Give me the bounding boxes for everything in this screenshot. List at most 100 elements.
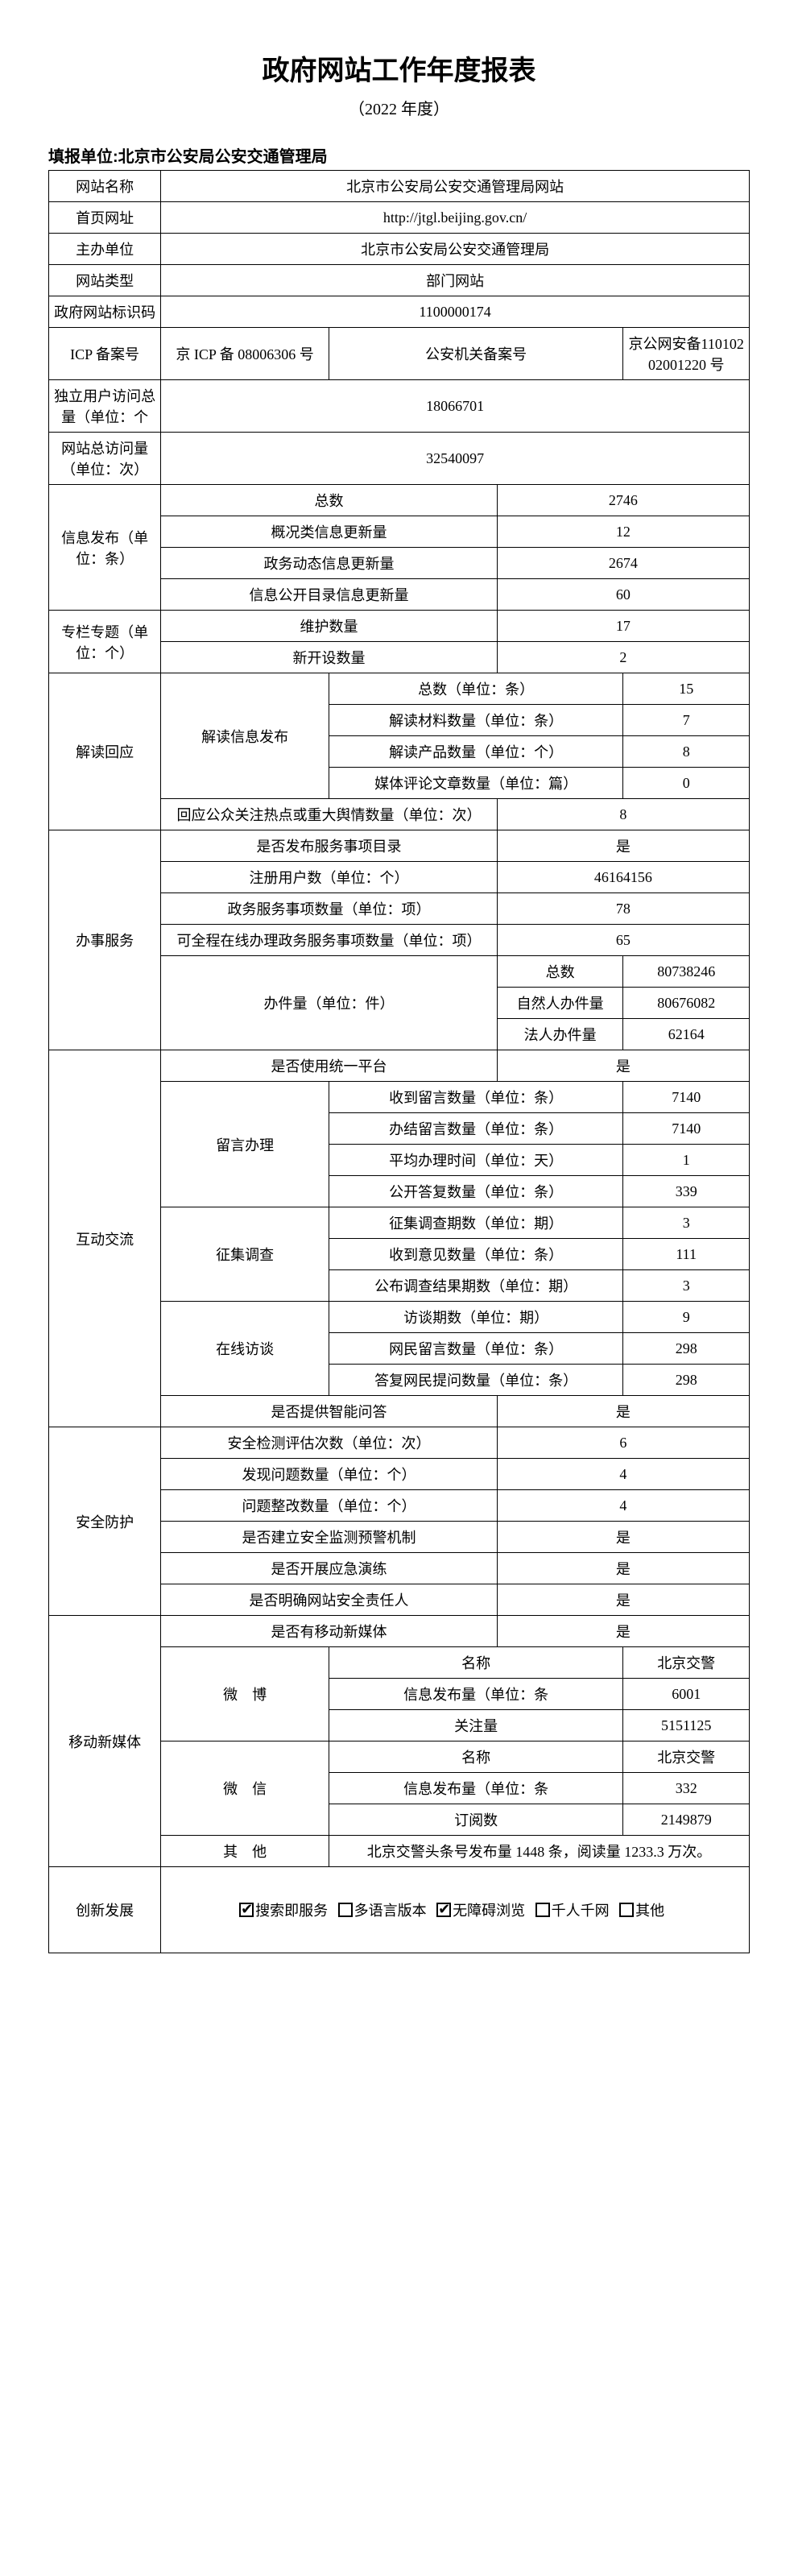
- label-service: 办事服务: [49, 830, 161, 1050]
- label-sec-fix: 问题整改数量（单位：个）: [161, 1490, 498, 1522]
- value-other: 北京交警头条号发布量 1448 条，阅读量 1233.3 万次。: [329, 1836, 749, 1867]
- table-row: 互动交流 是否使用统一平台 是: [49, 1050, 750, 1082]
- value-site-type: 部门网站: [161, 265, 750, 296]
- value-sec-monitor: 是: [497, 1522, 749, 1553]
- table-row: 创新发展 搜索即服务 多语言版本 无障碍浏览 千人千网 其他: [49, 1867, 750, 1953]
- label-home-url: 首页网址: [49, 202, 161, 234]
- label-msg-avg: 平均办理时间（单位：天）: [329, 1145, 622, 1176]
- label-service-users: 注册用户数（单位：个）: [161, 862, 498, 893]
- label-smart-qa: 是否提供智能问答: [161, 1396, 498, 1427]
- label-interpret-product: 解读产品数量（单位：个）: [329, 736, 622, 768]
- label-wechat-name: 名称: [329, 1741, 622, 1773]
- label-interact: 互动交流: [49, 1050, 161, 1427]
- value-service-cases-natural: 80676082: [623, 988, 750, 1019]
- value-wechat-pub: 332: [623, 1773, 750, 1804]
- opt-multi: 多语言版本: [354, 1903, 427, 1919]
- table-row: 政府网站标识码 1100000174: [49, 296, 750, 328]
- label-weibo-follow: 关注量: [329, 1710, 622, 1741]
- value-msg-avg: 1: [623, 1145, 750, 1176]
- report-table: 网站名称 北京市公安局公安交通管理局网站 首页网址 http://jtgl.be…: [48, 170, 750, 1953]
- label-column-maintain: 维护数量: [161, 611, 498, 642]
- value-msg-done: 7140: [623, 1113, 750, 1145]
- label-survey: 征集调查: [161, 1207, 329, 1302]
- label-security: 安全防护: [49, 1427, 161, 1616]
- label-survey-cnt: 征集调查期数（单位：期）: [329, 1207, 622, 1239]
- label-weibo-name: 名称: [329, 1647, 622, 1679]
- label-service-catalog: 是否发布服务事项目录: [161, 830, 498, 862]
- label-interact-platform: 是否使用统一平台: [161, 1050, 498, 1082]
- value-info-catalog: 60: [497, 579, 749, 611]
- table-row: 首页网址 http://jtgl.beijing.gov.cn/: [49, 202, 750, 234]
- label-wechat-sub: 订阅数: [329, 1804, 622, 1836]
- value-interview-reply: 298: [623, 1365, 750, 1396]
- label-sec-person: 是否明确网站安全责任人: [161, 1584, 498, 1616]
- label-mobile-has: 是否有移动新媒体: [161, 1616, 498, 1647]
- value-service-cases-total: 80738246: [623, 956, 750, 988]
- label-icp: ICP 备案号: [49, 328, 161, 380]
- label-sec-issue: 发现问题数量（单位：个）: [161, 1459, 498, 1490]
- table-row: 独立用户访问总量（单位：个 18066701: [49, 380, 750, 433]
- page-title: 政府网站工作年度报表: [48, 48, 750, 88]
- label-column: 专栏专题（单位：个）: [49, 611, 161, 673]
- value-weibo-follow: 5151125: [623, 1710, 750, 1741]
- value-interview-cnt: 9: [623, 1302, 750, 1333]
- label-police: 公安机关备案号: [329, 328, 622, 380]
- value-interpret-product: 8: [623, 736, 750, 768]
- value-service-cases-legal: 62164: [623, 1019, 750, 1050]
- opt-other: 其他: [635, 1903, 664, 1919]
- value-info-total: 2746: [497, 485, 749, 516]
- label-msg-done: 办结留言数量（单位：条）: [329, 1113, 622, 1145]
- table-row: 解读回应 解读信息发布 总数（单位：条） 15: [49, 673, 750, 705]
- value-site-name: 北京市公安局公安交通管理局网站: [161, 171, 750, 202]
- label-column-new: 新开设数量: [161, 642, 498, 673]
- table-row: 网站名称 北京市公安局公安交通管理局网站: [49, 171, 750, 202]
- value-police: 京公网安备11010202001220 号: [623, 328, 750, 380]
- label-pv: 网站总访问量（单位：次）: [49, 433, 161, 485]
- label-survey-opinion: 收到意见数量（单位：条）: [329, 1239, 622, 1270]
- label-info-total: 总数: [161, 485, 498, 516]
- checkbox-personal-icon: [535, 1903, 550, 1917]
- label-weibo-pub: 信息发布量（单位：条: [329, 1679, 622, 1710]
- opt-accessible: 无障碍浏览: [453, 1903, 525, 1919]
- value-gov-code: 1100000174: [161, 296, 750, 328]
- opt-search: 搜索即服务: [255, 1903, 328, 1919]
- value-sec-issue: 4: [497, 1459, 749, 1490]
- label-interpret-total: 总数（单位：条）: [329, 673, 622, 705]
- label-service-cases-legal: 法人办件量: [497, 1019, 623, 1050]
- value-info-overview: 12: [497, 516, 749, 548]
- label-sec-check: 安全检测评估次数（单位：次）: [161, 1427, 498, 1459]
- label-info-dynamic: 政务动态信息更新量: [161, 548, 498, 579]
- reporter-unit: 填报单位:北京市公安局公安交通管理局: [48, 143, 750, 167]
- table-row: 信息发布（单位：条） 总数 2746: [49, 485, 750, 516]
- label-wechat: 微 信: [161, 1741, 329, 1836]
- value-interact-platform: 是: [497, 1050, 749, 1082]
- value-survey-cnt: 3: [623, 1207, 750, 1239]
- label-service-cases-total: 总数: [497, 956, 623, 988]
- label-interpret-hot: 回应公众关注热点或重大舆情数量（单位：次）: [161, 799, 498, 830]
- label-interview: 在线访谈: [161, 1302, 329, 1396]
- value-service-catalog: 是: [497, 830, 749, 862]
- table-row: 移动新媒体 是否有移动新媒体 是: [49, 1616, 750, 1647]
- label-innovation: 创新发展: [49, 1867, 161, 1953]
- opt-personal: 千人千网: [552, 1903, 610, 1919]
- label-msg-pub: 公开答复数量（单位：条）: [329, 1176, 622, 1207]
- label-interpret: 解读回应: [49, 673, 161, 830]
- table-row: 网站总访问量（单位：次） 32540097: [49, 433, 750, 485]
- label-interview-msg: 网民留言数量（单位：条）: [329, 1333, 622, 1365]
- label-weibo: 微 博: [161, 1647, 329, 1741]
- label-info-catalog: 信息公开目录信息更新量: [161, 579, 498, 611]
- value-sec-check: 6: [497, 1427, 749, 1459]
- label-service-online: 可全程在线办理政务服务事项数量（单位：项）: [161, 925, 498, 956]
- table-row: 专栏专题（单位：个） 维护数量 17: [49, 611, 750, 642]
- value-icp: 京 ICP 备 08006306 号: [161, 328, 329, 380]
- label-mobile: 移动新媒体: [49, 1616, 161, 1867]
- label-sec-monitor: 是否建立安全监测预警机制: [161, 1522, 498, 1553]
- label-service-items: 政务服务事项数量（单位：项）: [161, 893, 498, 925]
- value-sec-fix: 4: [497, 1490, 749, 1522]
- table-row: ICP 备案号 京 ICP 备 08006306 号 公安机关备案号 京公网安备…: [49, 328, 750, 380]
- checkbox-multi-icon: [338, 1903, 353, 1917]
- label-info-overview: 概况类信息更新量: [161, 516, 498, 548]
- value-survey-result: 3: [623, 1270, 750, 1302]
- value-service-online: 65: [497, 925, 749, 956]
- label-site-name: 网站名称: [49, 171, 161, 202]
